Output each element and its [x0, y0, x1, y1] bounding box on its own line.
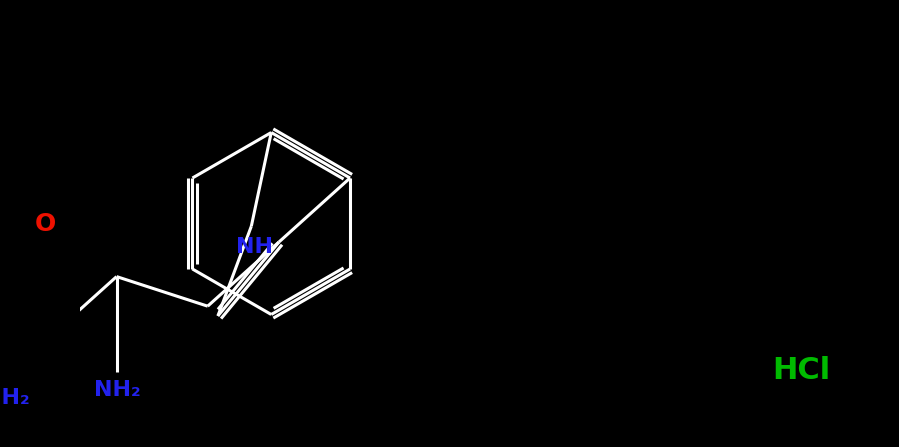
Text: NH₂: NH₂	[94, 380, 141, 400]
Text: NH₂: NH₂	[0, 388, 30, 409]
Text: NH: NH	[236, 236, 273, 257]
Text: O: O	[35, 212, 56, 236]
Text: HCl: HCl	[772, 356, 831, 385]
